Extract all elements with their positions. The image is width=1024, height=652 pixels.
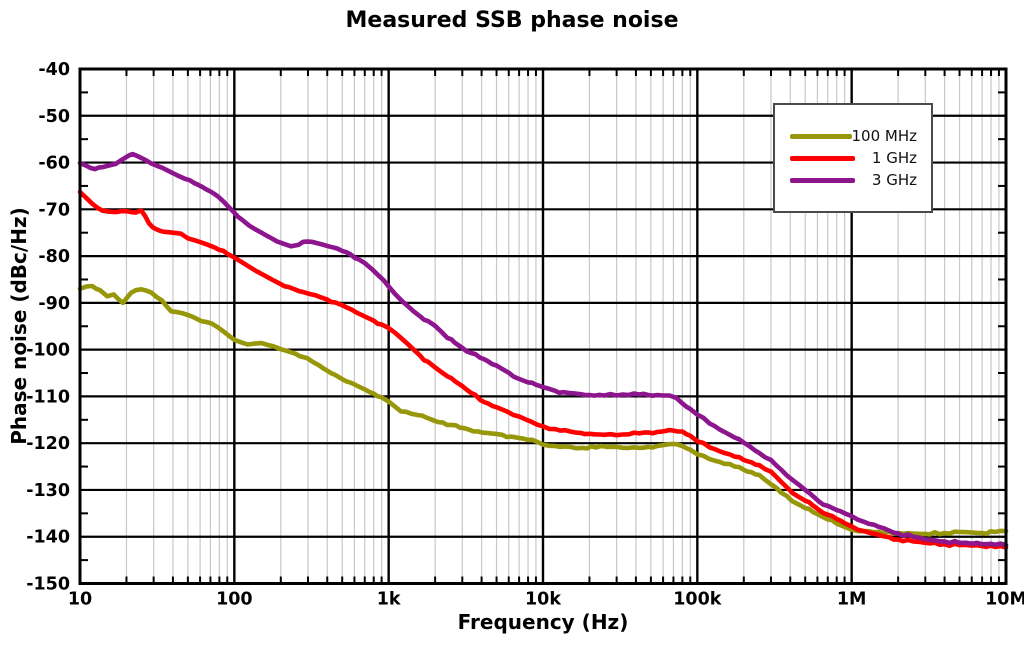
x-tick-label: 10k bbox=[525, 590, 561, 610]
y-tick-label: -150 bbox=[26, 575, 70, 595]
y-tick-label: -60 bbox=[38, 154, 70, 174]
legend-entry-1ghz: 1 GHz bbox=[775, 147, 931, 169]
y-tick-label: -40 bbox=[38, 60, 70, 80]
legend-line-swatch-1ghz bbox=[790, 155, 855, 161]
chart-title: Measured SSB phase noise bbox=[345, 8, 679, 33]
y-tick-label: -140 bbox=[26, 528, 70, 548]
legend-label-3ghz: 3 GHz bbox=[871, 171, 917, 189]
x-axis-title: Frequency (Hz) bbox=[457, 610, 629, 634]
x-tick-label: 1k bbox=[377, 590, 401, 610]
legend-line-swatch-3ghz bbox=[790, 177, 855, 183]
legend-label-1ghz: 1 GHz bbox=[871, 149, 917, 167]
y-tick-label: -110 bbox=[26, 387, 70, 407]
x-tick-label: 10 bbox=[68, 590, 92, 610]
y-tick-label: -120 bbox=[26, 434, 70, 454]
x-tick-label: 100k bbox=[673, 590, 722, 610]
y-tick-label: -50 bbox=[38, 107, 70, 127]
x-tick-label: 100 bbox=[216, 590, 253, 610]
series-line-100-mhz bbox=[77, 283, 1009, 537]
x-tick-label: 10M bbox=[985, 590, 1024, 610]
legend: 100 MHz 1 GHz 3 GHz bbox=[773, 103, 933, 213]
y-tick-label: -80 bbox=[38, 247, 70, 267]
legend-entry-100mhz: 100 MHz bbox=[775, 125, 931, 147]
y-tick-label: -70 bbox=[38, 200, 70, 220]
legend-entry-3ghz: 3 GHz bbox=[775, 169, 931, 191]
y-tick-label: -100 bbox=[26, 341, 70, 361]
legend-line-swatch-100mhz bbox=[790, 133, 852, 139]
legend-label-100mhz: 100 MHz bbox=[851, 127, 918, 145]
x-tick-label: 1M bbox=[837, 590, 867, 610]
series-line-3-ghz bbox=[77, 151, 1009, 548]
y-tick-label: -130 bbox=[26, 481, 70, 501]
y-tick-label: -90 bbox=[38, 294, 70, 314]
series-line-1-ghz bbox=[77, 189, 1009, 550]
